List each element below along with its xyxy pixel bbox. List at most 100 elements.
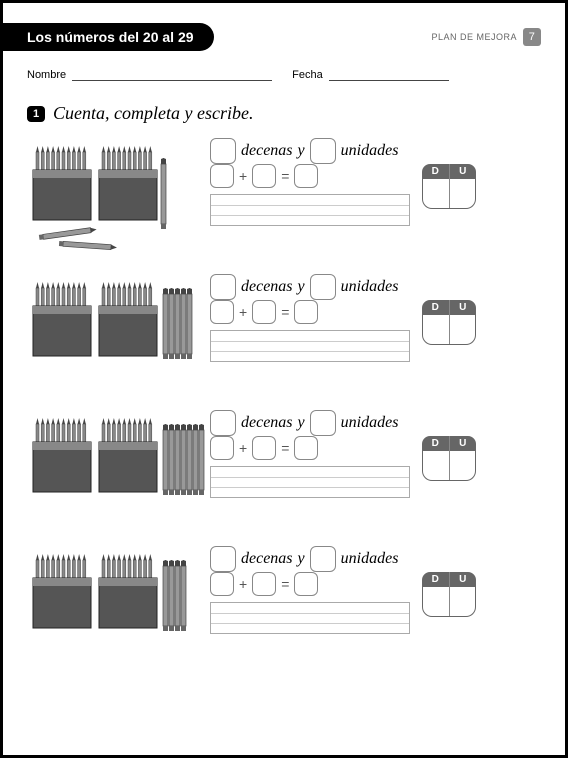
du-table: D U (422, 572, 476, 617)
d-cell[interactable] (423, 451, 450, 480)
instruction-row: 1 Cuenta, completa y escribe. (27, 103, 541, 124)
decenas-unidades-line: decenas y unidades (210, 138, 530, 164)
work-area: decenas y unidades + = D U (210, 410, 530, 498)
y-label: y (298, 142, 305, 160)
date-input-line[interactable] (329, 69, 449, 81)
addend1-box[interactable] (210, 436, 234, 460)
d-cell[interactable] (423, 587, 450, 616)
du-header: D U (422, 164, 476, 179)
unidades-label: unidades (341, 414, 399, 432)
du-table: D U (422, 300, 476, 345)
y-label: y (298, 550, 305, 568)
writing-lines[interactable] (210, 466, 410, 498)
equation-and-du-row: + = D U (210, 572, 530, 634)
equation-line: + = (210, 572, 410, 596)
addend1-box[interactable] (210, 164, 234, 188)
writing-lines[interactable] (210, 194, 410, 226)
result-box[interactable] (294, 572, 318, 596)
unidades-label: unidades (341, 278, 399, 296)
result-box[interactable] (294, 300, 318, 324)
date-label: Fecha (292, 69, 323, 81)
du-body (422, 315, 476, 345)
date-field-group: Fecha (292, 69, 449, 81)
page-number-badge: 7 (523, 28, 541, 46)
unidades-box[interactable] (310, 546, 336, 572)
du-table: D U (422, 164, 476, 209)
work-area: decenas y unidades + = D U (210, 274, 530, 362)
decenas-label: decenas (241, 414, 293, 432)
plus-sign: + (239, 168, 247, 184)
decenas-box[interactable] (210, 274, 236, 300)
decenas-box[interactable] (210, 410, 236, 436)
du-table: D U (422, 436, 476, 481)
result-box[interactable] (294, 436, 318, 460)
decenas-box[interactable] (210, 546, 236, 572)
addend2-box[interactable] (252, 572, 276, 596)
d-cell[interactable] (423, 179, 450, 208)
exercise-row: decenas y unidades + = D U (27, 410, 541, 530)
u-cell[interactable] (450, 179, 476, 208)
unidades-label: unidades (341, 142, 399, 160)
addend2-box[interactable] (252, 436, 276, 460)
du-header: D U (422, 436, 476, 451)
plus-sign: + (239, 304, 247, 320)
equals-sign: = (281, 304, 289, 320)
equation-and-du-row: + = D U (210, 300, 530, 362)
addend2-box[interactable] (252, 300, 276, 324)
du-header: D U (422, 572, 476, 587)
pencil-illustration (27, 410, 192, 530)
exercise-row: decenas y unidades + = D U (27, 546, 541, 666)
decenas-label: decenas (241, 142, 293, 160)
d-header: D (422, 572, 450, 587)
equation-and-du-row: + = D U (210, 164, 530, 226)
equation-writing-group: + = (210, 300, 410, 362)
u-cell[interactable] (450, 587, 476, 616)
du-header: D U (422, 300, 476, 315)
plus-sign: + (239, 576, 247, 592)
result-box[interactable] (294, 164, 318, 188)
equation-writing-group: + = (210, 164, 410, 226)
name-input-line[interactable] (72, 69, 272, 81)
u-header: U (450, 572, 477, 587)
u-cell[interactable] (450, 451, 476, 480)
unidades-box[interactable] (310, 410, 336, 436)
addend1-box[interactable] (210, 572, 234, 596)
u-header: U (450, 436, 477, 451)
writing-lines[interactable] (210, 602, 410, 634)
u-cell[interactable] (450, 315, 476, 344)
addend2-box[interactable] (252, 164, 276, 188)
du-body (422, 587, 476, 617)
plan-label-group: PLAN DE MEJORA 7 (431, 28, 541, 46)
name-date-row: Nombre Fecha (27, 69, 541, 81)
work-area: decenas y unidades + = D U (210, 138, 530, 226)
decenas-unidades-line: decenas y unidades (210, 274, 530, 300)
unidades-box[interactable] (310, 138, 336, 164)
exercises-container: decenas y unidades + = D U (27, 138, 541, 666)
equation-and-du-row: + = D U (210, 436, 530, 498)
instruction-text: Cuenta, completa y escribe. (53, 103, 253, 124)
plan-label: PLAN DE MEJORA (431, 32, 517, 42)
addend1-box[interactable] (210, 300, 234, 324)
u-header: U (450, 300, 477, 315)
d-header: D (422, 300, 450, 315)
equation-line: + = (210, 300, 410, 324)
equals-sign: = (281, 440, 289, 456)
work-area: decenas y unidades + = D U (210, 546, 530, 634)
unidades-label: unidades (341, 550, 399, 568)
decenas-box[interactable] (210, 138, 236, 164)
equals-sign: = (281, 576, 289, 592)
equation-line: + = (210, 164, 410, 188)
name-label: Nombre (27, 69, 66, 81)
writing-lines[interactable] (210, 330, 410, 362)
plus-sign: + (239, 440, 247, 456)
decenas-unidades-line: decenas y unidades (210, 410, 530, 436)
equation-writing-group: + = (210, 436, 410, 498)
y-label: y (298, 278, 305, 296)
pencil-illustration (27, 274, 192, 394)
du-body (422, 451, 476, 481)
title-pill: Los números del 20 al 29 (3, 23, 214, 51)
decenas-unidades-line: decenas y unidades (210, 546, 530, 572)
d-cell[interactable] (423, 315, 450, 344)
unidades-box[interactable] (310, 274, 336, 300)
equation-line: + = (210, 436, 410, 460)
